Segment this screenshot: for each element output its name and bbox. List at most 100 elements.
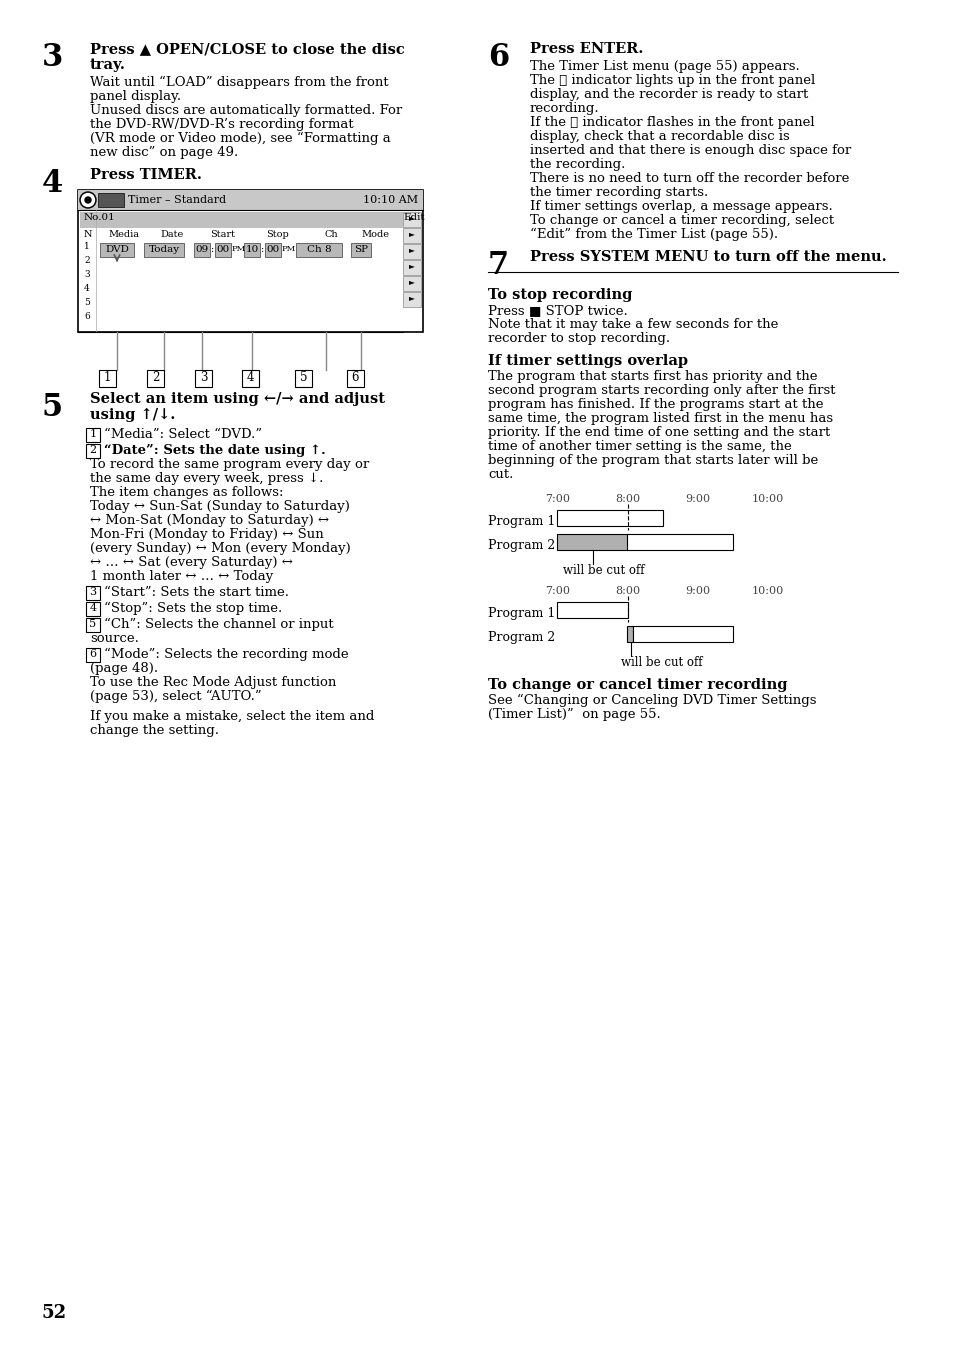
Text: N: N: [84, 230, 92, 239]
Text: 5: 5: [84, 297, 90, 307]
Text: recording.: recording.: [530, 101, 599, 115]
Text: Media: Media: [108, 230, 139, 239]
Bar: [244, 243, 260, 257]
Text: Today: Today: [149, 245, 179, 254]
Text: ►: ►: [409, 246, 415, 254]
Text: 10:10 AM: 10:10 AM: [362, 195, 417, 206]
Bar: [99, 370, 116, 387]
Text: 1: 1: [84, 242, 90, 251]
Text: The ⌚ indicator lights up in the front panel: The ⌚ indicator lights up in the front p…: [530, 74, 815, 87]
Text: panel display.: panel display.: [90, 91, 181, 103]
Text: 3: 3: [199, 370, 207, 384]
Bar: [626, 626, 633, 642]
Text: Program 1: Program 1: [488, 607, 555, 621]
Bar: [214, 243, 231, 257]
Text: using ↑/↓.: using ↑/↓.: [90, 408, 175, 422]
Text: If timer settings overlap: If timer settings overlap: [488, 354, 687, 368]
Text: Start: Start: [210, 230, 234, 239]
Bar: [557, 534, 627, 550]
Text: 5: 5: [42, 392, 63, 423]
Text: program has finished. If the programs start at the: program has finished. If the programs st…: [488, 397, 822, 411]
Bar: [86, 585, 100, 600]
Bar: [633, 626, 732, 642]
Bar: [402, 292, 420, 307]
Text: 1 month later ↔ … ↔ Today: 1 month later ↔ … ↔ Today: [90, 571, 273, 583]
Text: 00: 00: [266, 245, 279, 254]
Text: 6: 6: [488, 42, 509, 73]
Text: The item changes as follows:: The item changes as follows:: [90, 485, 283, 499]
Text: 7:00: 7:00: [545, 493, 570, 504]
Text: Unused discs are automatically formatted. For: Unused discs are automatically formatted…: [90, 104, 402, 118]
Bar: [193, 243, 210, 257]
Bar: [98, 193, 124, 207]
Text: 00: 00: [216, 245, 230, 254]
Text: 5: 5: [299, 370, 307, 384]
Circle shape: [80, 192, 96, 208]
Text: 4: 4: [42, 168, 63, 199]
Text: “Edit” from the Timer List (page 55).: “Edit” from the Timer List (page 55).: [530, 228, 778, 241]
Text: 7:00: 7:00: [545, 585, 570, 596]
Text: 3: 3: [84, 270, 90, 279]
Text: Note that it may take a few seconds for the: Note that it may take a few seconds for …: [488, 318, 778, 331]
Text: To change or cancel timer recording: To change or cancel timer recording: [488, 677, 786, 692]
Bar: [78, 191, 422, 333]
Text: PM: PM: [282, 245, 296, 253]
Text: ►: ►: [409, 230, 415, 238]
Bar: [557, 510, 662, 526]
Text: Press TIMER.: Press TIMER.: [90, 168, 202, 183]
Text: new disc” on page 49.: new disc” on page 49.: [90, 146, 238, 160]
Text: (page 48).: (page 48).: [90, 662, 158, 675]
Text: The program that starts first has priority and the: The program that starts first has priori…: [488, 370, 817, 383]
Bar: [402, 212, 420, 227]
Text: 2: 2: [84, 256, 90, 265]
Text: Program 1: Program 1: [488, 515, 555, 529]
Text: source.: source.: [90, 631, 139, 645]
Text: 4: 4: [90, 603, 96, 612]
Bar: [351, 243, 371, 257]
Text: ►: ►: [409, 293, 415, 301]
Text: display, and the recorder is ready to start: display, and the recorder is ready to st…: [530, 88, 807, 101]
Text: will be cut off: will be cut off: [562, 564, 644, 577]
Bar: [402, 260, 420, 274]
Bar: [144, 243, 184, 257]
Text: ↔ … ↔ Sat (every Saturday) ↔: ↔ … ↔ Sat (every Saturday) ↔: [90, 556, 293, 569]
Bar: [86, 429, 100, 442]
Text: inserted and that there is enough disc space for: inserted and that there is enough disc s…: [530, 145, 850, 157]
Bar: [78, 191, 422, 210]
Text: (VR mode or Video mode), see “Formatting a: (VR mode or Video mode), see “Formatting…: [90, 132, 391, 145]
Text: Wait until “LOAD” disappears from the front: Wait until “LOAD” disappears from the fr…: [90, 76, 388, 89]
Text: (page 53), select “AUTO.”: (page 53), select “AUTO.”: [90, 690, 261, 703]
Text: To change or cancel a timer recording, select: To change or cancel a timer recording, s…: [530, 214, 833, 227]
Text: Program 2: Program 2: [488, 539, 555, 552]
Text: 1: 1: [104, 370, 112, 384]
Text: 8:00: 8:00: [615, 585, 639, 596]
Text: To use the Rec Mode Adjust function: To use the Rec Mode Adjust function: [90, 676, 336, 690]
Bar: [147, 370, 164, 387]
Text: PM: PM: [232, 245, 246, 253]
Text: the same day every week, press ↓.: the same day every week, press ↓.: [90, 472, 323, 485]
Text: Today ↔ Sun-Sat (Sunday to Saturday): Today ↔ Sun-Sat (Sunday to Saturday): [90, 500, 350, 512]
Text: will be cut off: will be cut off: [620, 656, 701, 669]
Text: The Timer List menu (page 55) appears.: The Timer List menu (page 55) appears.: [530, 59, 799, 73]
Text: 10: 10: [245, 245, 258, 254]
Text: Press SYSTEM MENU to turn off the menu.: Press SYSTEM MENU to turn off the menu.: [530, 250, 885, 264]
Bar: [265, 243, 281, 257]
Text: Select an item using ←/→ and adjust: Select an item using ←/→ and adjust: [90, 392, 385, 406]
Text: ►: ►: [409, 262, 415, 270]
Text: ►: ►: [409, 279, 415, 287]
Text: 5: 5: [90, 619, 96, 629]
Text: DVD: DVD: [105, 245, 129, 254]
Text: 4: 4: [247, 370, 254, 384]
Text: recorder to stop recording.: recorder to stop recording.: [488, 333, 669, 345]
Text: DVD: DVD: [100, 193, 115, 199]
Text: “Date”: Sets the date using ↑.: “Date”: Sets the date using ↑.: [104, 443, 325, 457]
Bar: [86, 602, 100, 617]
Text: priority. If the end time of one setting and the start: priority. If the end time of one setting…: [488, 426, 829, 439]
Bar: [557, 602, 627, 618]
Text: 10:00: 10:00: [751, 493, 783, 504]
Text: “Mode”: Selects the recording mode: “Mode”: Selects the recording mode: [104, 648, 348, 661]
Text: To record the same program every day or: To record the same program every day or: [90, 458, 369, 470]
Text: There is no need to turn off the recorder before: There is no need to turn off the recorde…: [530, 172, 848, 185]
Text: 10:00: 10:00: [751, 585, 783, 596]
Text: To stop recording: To stop recording: [488, 288, 632, 301]
